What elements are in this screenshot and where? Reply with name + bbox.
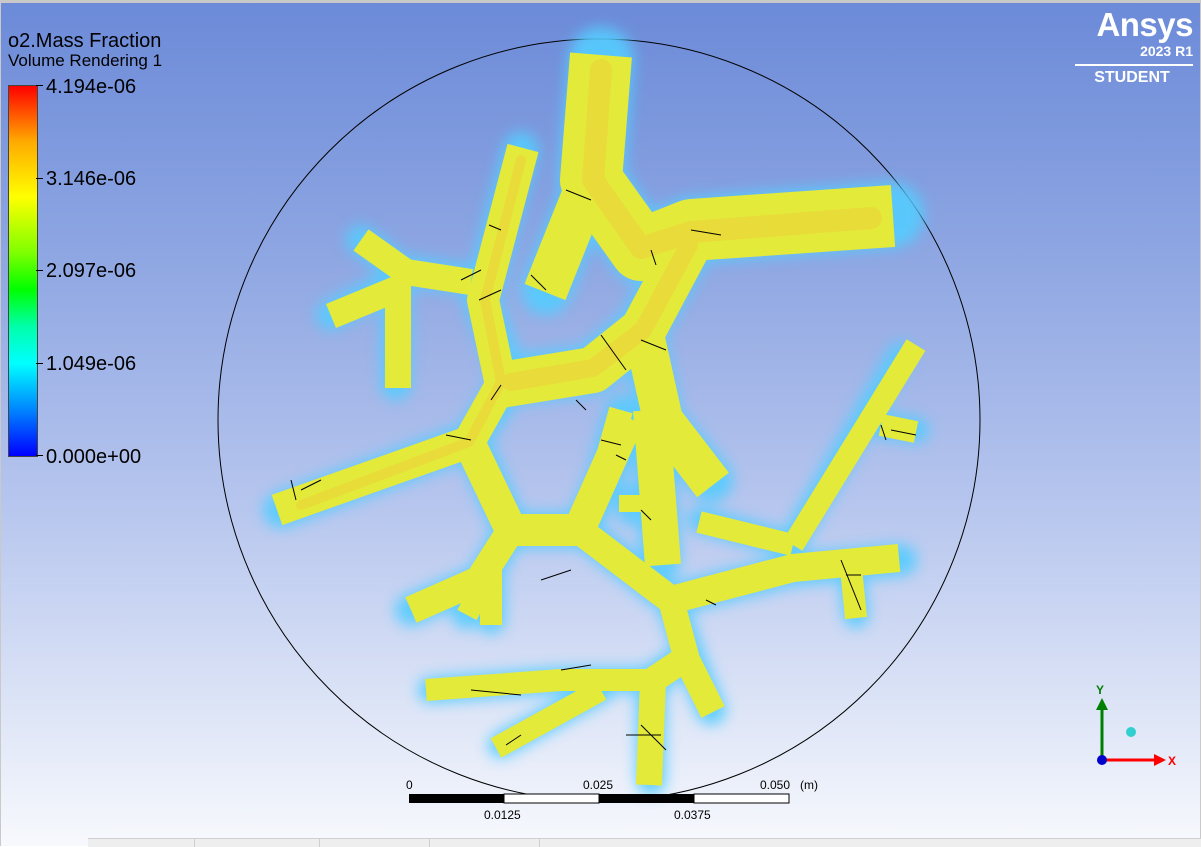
branch-main-trunk — [560, 52, 896, 281]
colorbar-tick — [36, 455, 43, 456]
scale-label-0: 0 — [406, 778, 413, 792]
scale-bar-graphic — [409, 793, 790, 804]
logo-divider — [1075, 64, 1193, 66]
tab-separator — [539, 839, 540, 847]
scale-unit: (m) — [800, 778, 818, 792]
branch-bottom-left — [425, 669, 661, 758]
scale-bar: 0 0.025 0.050 (m) 0.0125 0.0375 — [406, 778, 826, 828]
scale-label-end: 0.050 — [760, 778, 791, 792]
axis-triad-graphic: Y X — [1096, 683, 1176, 768]
branch-lower-main — [405, 518, 901, 623]
vessel-branches — [271, 52, 926, 786]
legend-subtitle: Volume Rendering 1 — [8, 51, 163, 70]
branch-bottom-center — [636, 596, 725, 786]
tab-separator — [319, 839, 320, 847]
mesh-edge-lines — [290, 189, 917, 751]
ansys-logo: Ansys 2023 R1 STUDENT — [1071, 6, 1194, 87]
colorbar-label-max: 4.194e-06 — [46, 76, 137, 98]
colorbar-tick — [36, 178, 43, 179]
viewport-top-border — [1, 0, 1201, 3]
logo-version: 2023 R1 — [1140, 43, 1193, 59]
scale-label-quarter: 0.0125 — [484, 808, 521, 822]
branch-upper-left-cluster — [326, 229, 473, 388]
logo-edition: STUDENT — [1094, 69, 1170, 86]
logo-name: Ansys — [1096, 6, 1193, 43]
branch-right-network — [696, 339, 926, 620]
colorbar — [8, 85, 38, 457]
colorbar-tick — [36, 270, 43, 271]
colorbar-tick — [36, 85, 43, 86]
scale-label-three-quarter: 0.0375 — [674, 808, 711, 822]
branch-lower-left-stubs — [457, 560, 502, 625]
legend-title: o2.Mass Fraction — [8, 30, 162, 52]
colorbar-tick — [36, 363, 43, 364]
bottom-tab-strip — [88, 838, 1201, 847]
colorbar-label: 1.049e-06 — [46, 353, 137, 375]
axis-triad: Y X — [1086, 680, 1176, 780]
branch-upper-left-stub — [524, 173, 610, 301]
axis-x-label: X — [1168, 754, 1176, 768]
axis-y-label: Y — [1096, 683, 1104, 697]
branch-center-stubs — [595, 406, 643, 512]
colorbar-label: 2.097e-06 — [46, 260, 137, 282]
colorbar-label: 3.146e-06 — [46, 168, 137, 190]
tab-separator — [429, 839, 430, 847]
branch-main-diagonal — [497, 229, 712, 408]
branch-center-vertical — [633, 408, 681, 567]
high-concentration-core — [296, 59, 882, 510]
branch-hexagon-loop — [454, 411, 644, 546]
tab-separator — [194, 839, 195, 847]
colorbar-label-min: 0.000e+00 — [46, 446, 142, 468]
scale-label-mid: 0.025 — [583, 778, 614, 792]
